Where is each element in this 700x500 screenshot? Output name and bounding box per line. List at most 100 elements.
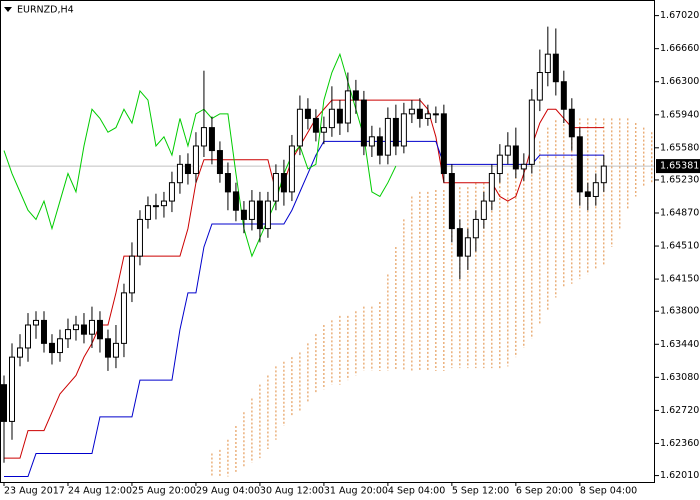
indicator-line [4,99,604,459]
x-tick-label: 29 Aug 04:00 [196,486,260,497]
current-price-label: 1.65381 [660,161,699,172]
candle-body [408,108,415,115]
x-tick-label: 8 Sep 04:00 [580,486,637,497]
candle-body [288,145,295,193]
candle-body [304,108,311,119]
candle-body [456,228,463,257]
candle-body [464,237,471,257]
candle-body [536,72,543,101]
y-tick-label: 1.63080 [660,372,699,383]
x-tick-label: 24 Aug 12:00 [68,486,132,497]
y-tick-label: 1.62360 [660,438,699,449]
candle-body [392,117,399,147]
candle-body [184,163,191,175]
candle-body [48,342,55,354]
y-tick-label: 1.62720 [660,405,699,416]
candle-body [512,145,519,170]
y-tick-label: 1.64870 [660,207,699,218]
candle-body [16,347,23,358]
candle-body [552,53,559,83]
candle-body [80,324,87,335]
y-tick-label: 1.65580 [660,142,699,153]
candle-body [0,384,7,422]
candle-body [448,173,455,230]
candle-body [192,145,199,175]
candle-body [576,136,583,193]
candle-body [32,319,39,326]
candle-body [336,108,343,124]
candle-body [96,319,103,340]
symbol-menu-arrow[interactable] [4,7,12,12]
plot-frame [0,0,655,483]
candle-body [136,218,143,257]
candle-body [152,205,159,208]
y-tick-label: 1.63800 [660,306,699,317]
candle-body [440,113,447,175]
candle-body [128,255,135,294]
candle-body [256,200,263,230]
candle-body [384,117,391,156]
candle-body [480,200,487,220]
plot-area [0,26,655,477]
candle-body [376,136,383,156]
candle-body [104,338,111,358]
current-price-box [656,159,700,174]
candle-body [312,117,319,133]
y-tick-label: 1.62010 [660,470,699,481]
candle-body [240,209,247,220]
y-tick-label: 1.63440 [660,339,699,350]
x-tick-label: 25 Aug 20:00 [132,486,196,497]
candle-body [568,108,575,138]
candle-body [56,338,63,354]
candle-body [168,182,175,202]
indicator-line [4,140,604,477]
candle-body [488,173,495,202]
candle-body [264,200,271,230]
candle-body [176,163,183,184]
candle-body [352,90,359,101]
candle-body [344,90,351,124]
candle-body [232,191,239,211]
x-tick-label: 30 Aug 12:00 [260,486,324,497]
candle-body [88,319,95,335]
y-tick-label: 1.65230 [660,174,699,185]
candle-body [200,127,207,147]
x-tick-label: 5 Sep 12:00 [452,486,509,497]
candle-body [600,165,607,184]
candle-body [296,108,303,147]
candle-body [112,342,119,358]
x-tick-label: 23 Aug 2017 [4,486,65,497]
candle-body [8,356,15,422]
candle-body [432,113,439,116]
candle-body [504,145,511,156]
y-tick-label: 1.66300 [660,76,699,87]
candle-body [280,173,287,193]
candle-body [560,81,567,110]
y-tick-label: 1.67020 [660,10,699,21]
candle-body [360,99,367,147]
chart-title: EURNZD,H4 [17,5,74,16]
candle-body [64,329,71,340]
x-tick-label: 4 Sep 04:00 [388,486,445,497]
candle-body [120,292,127,344]
candle-body [424,113,431,119]
candle-body [496,154,503,175]
candle-body [248,200,255,220]
candle-body [40,319,47,344]
candle-body [320,127,327,133]
candle-body [416,108,423,119]
y-tick-label: 1.66660 [660,43,699,54]
candle-body [400,113,407,147]
candle-body [72,324,79,331]
candle-body [224,173,231,193]
candle-body [472,218,479,239]
y-tick-label: 1.65940 [660,109,699,120]
candle-body [160,200,167,207]
y-tick-label: 1.64510 [660,241,699,252]
candle-body [216,150,223,175]
indicator-line [3,52,397,258]
y-tick-label: 1.64150 [660,274,699,285]
